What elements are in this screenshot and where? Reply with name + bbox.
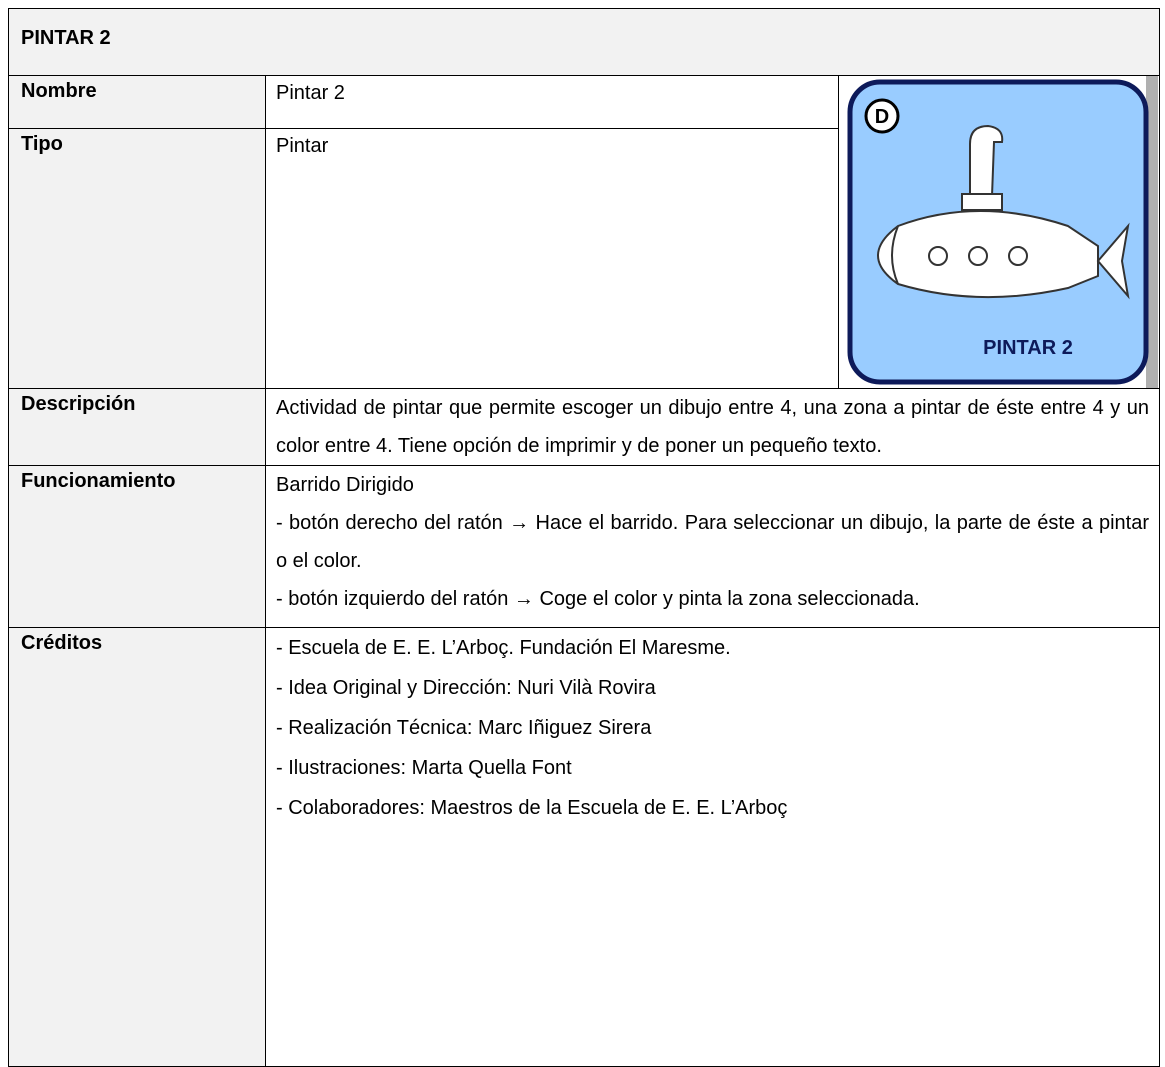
line: - botón derecho del ratón → Hace el barr… xyxy=(276,512,1149,572)
badge-text: D xyxy=(875,106,889,128)
doc-title: PINTAR 2 xyxy=(8,8,1160,76)
line: - Escuela de E. E. L’Arboç. Fundación El… xyxy=(276,637,731,659)
line: - Idea Original y Dirección: Nuri Vilà R… xyxy=(276,677,656,699)
submarine xyxy=(877,124,1130,300)
row-label: Funcionamiento xyxy=(8,465,266,628)
line: Pintar xyxy=(276,135,329,157)
line: - Colaboradores: Maestros de la Escuela … xyxy=(276,797,788,819)
line: Actividad de pintar que permite escoger … xyxy=(276,397,1149,457)
row-value: Pintar 2 xyxy=(265,75,839,129)
line: Barrido Dirigido xyxy=(276,474,414,496)
line: - Realización Técnica: Marc Iñiguez Sire… xyxy=(276,717,652,739)
image-cell: D PINTAR 2 xyxy=(838,75,1160,389)
line: - Ilustraciones: Marta Quella Font xyxy=(276,757,572,779)
row-value: - Escuela de E. E. L’Arboç. Fundación El… xyxy=(265,627,1160,1067)
badge xyxy=(864,98,900,134)
row-label: Créditos xyxy=(8,627,266,1067)
activity-icon: D PINTAR 2 xyxy=(847,76,1158,388)
row-value: Barrido Dirigido - botón derecho del rat… xyxy=(265,465,1160,628)
line: - botón izquierdo del ratón → Coge el co… xyxy=(276,588,920,610)
line: Pintar 2 xyxy=(276,82,345,104)
row-label: Nombre xyxy=(8,75,266,129)
row-value: Pintar xyxy=(265,128,839,389)
icon-label: PINTAR 2 xyxy=(983,337,1073,359)
row-value: Actividad de pintar que permite escoger … xyxy=(265,388,1160,466)
shade xyxy=(1146,76,1158,388)
row-label: Tipo xyxy=(8,128,266,389)
row-label: Descripción xyxy=(8,388,266,466)
